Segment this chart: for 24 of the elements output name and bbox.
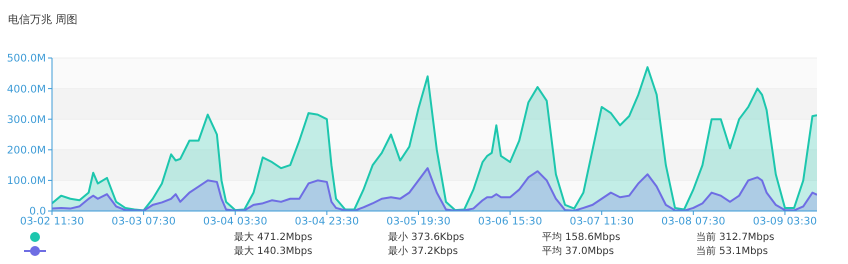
x-tick-label: 03-07 11:30: [570, 215, 634, 228]
text: 最大 140.3Mbps: [234, 244, 314, 258]
y-tick-label: 100.0M: [6, 175, 46, 188]
x-tick-label: 03-04 23:30: [294, 215, 359, 228]
y-tick-label: 300.0M: [6, 114, 46, 126]
y-tick-label: 200.0M: [6, 144, 46, 157]
text: 当前 53.1Mbps: [696, 244, 769, 258]
x-tick-label: 03-04 03:30: [203, 215, 268, 228]
text: 当前 312.7Mbps: [696, 230, 776, 244]
text: 最大 471.2Mbps: [234, 230, 314, 244]
x-tick-label: 03-03 07:30: [112, 215, 176, 228]
x-tick-label: 03-08 07:30: [661, 215, 726, 228]
y-tick-label: 0.0: [29, 206, 46, 218]
x-tick-label: 03-06 15:30: [478, 215, 542, 228]
text: 平均 37.0Mbps: [542, 245, 615, 258]
x-tick-label: 03-05 19:30: [386, 215, 451, 228]
text: 最小 37.2Kbps: [388, 244, 459, 258]
x-tick-label: 03-02 11:30: [20, 215, 84, 228]
y-tick-label: 500.0M: [6, 52, 46, 65]
x-tick-label: 03-09 03:30: [752, 215, 817, 228]
y-tick-label: 400.0M: [6, 83, 46, 96]
text: 平均 158.6Mbps: [542, 231, 622, 244]
chart-title: 电信万兆 周图: [8, 12, 78, 27]
text: 最小 373.6Kbps: [388, 230, 466, 244]
